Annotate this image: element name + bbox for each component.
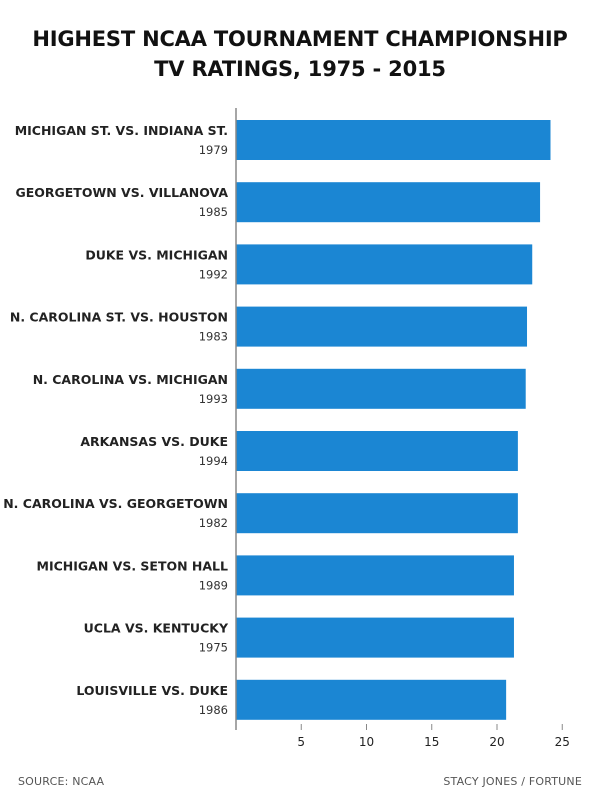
category-year-label: 1979 <box>199 143 228 157</box>
category-label: DUKE VS. MICHIGAN <box>85 247 228 262</box>
chart-title-line-1: HIGHEST NCAA TOURNAMENT CHAMPIONSHIP <box>32 27 568 51</box>
bar-1982 <box>236 493 518 534</box>
category-label: N. CAROLINA VS. MICHIGAN <box>33 372 228 387</box>
bar-1989 <box>236 555 514 596</box>
category-year-label: 1982 <box>199 516 228 530</box>
bar-1992 <box>236 244 533 285</box>
x-tick-label: 20 <box>489 735 504 749</box>
bar-1993 <box>236 368 526 409</box>
x-tick-label: 15 <box>424 735 439 749</box>
category-year-label: 1983 <box>199 330 228 344</box>
x-tick-label: 5 <box>297 735 305 749</box>
category-label: N. CAROLINA ST. VS. HOUSTON <box>10 310 228 325</box>
category-year-label: 1992 <box>199 267 228 281</box>
x-tick-label: 25 <box>555 735 570 749</box>
bar-1979 <box>236 120 551 160</box>
category-year-label: 1986 <box>199 703 228 717</box>
chart-title: HIGHEST NCAA TOURNAMENT CHAMPIONSHIP TV … <box>0 24 600 84</box>
bar-1975 <box>236 617 514 658</box>
credit-note: STACY JONES / FORTUNE <box>443 775 582 788</box>
category-label: UCLA VS. KENTUCKY <box>84 621 229 636</box>
bar-1985 <box>236 182 541 223</box>
bar-1986 <box>236 679 507 720</box>
bar-1994 <box>236 431 518 471</box>
source-note: SOURCE: NCAA <box>18 775 105 788</box>
bar-1983 <box>236 306 528 347</box>
category-year-label: 1985 <box>199 205 228 219</box>
category-label: GEORGETOWN VS. VILLANOVA <box>15 185 228 200</box>
category-year-label: 1994 <box>199 454 228 468</box>
category-year-label: 1975 <box>199 641 228 655</box>
category-label: N. CAROLINA VS. GEORGETOWN <box>3 496 228 511</box>
category-label: LOUISVILLE VS. DUKE <box>76 683 228 698</box>
x-tick-label: 10 <box>359 735 374 749</box>
chart-title-line-2: TV RATINGS, 1975 - 2015 <box>154 57 446 81</box>
category-year-label: 1993 <box>199 392 228 406</box>
category-label: ARKANSAS VS. DUKE <box>80 434 228 449</box>
category-label: MICHIGAN ST. VS. INDIANA ST. <box>15 123 228 138</box>
category-year-label: 1989 <box>199 578 228 592</box>
category-label: MICHIGAN VS. SETON HALL <box>37 558 229 573</box>
